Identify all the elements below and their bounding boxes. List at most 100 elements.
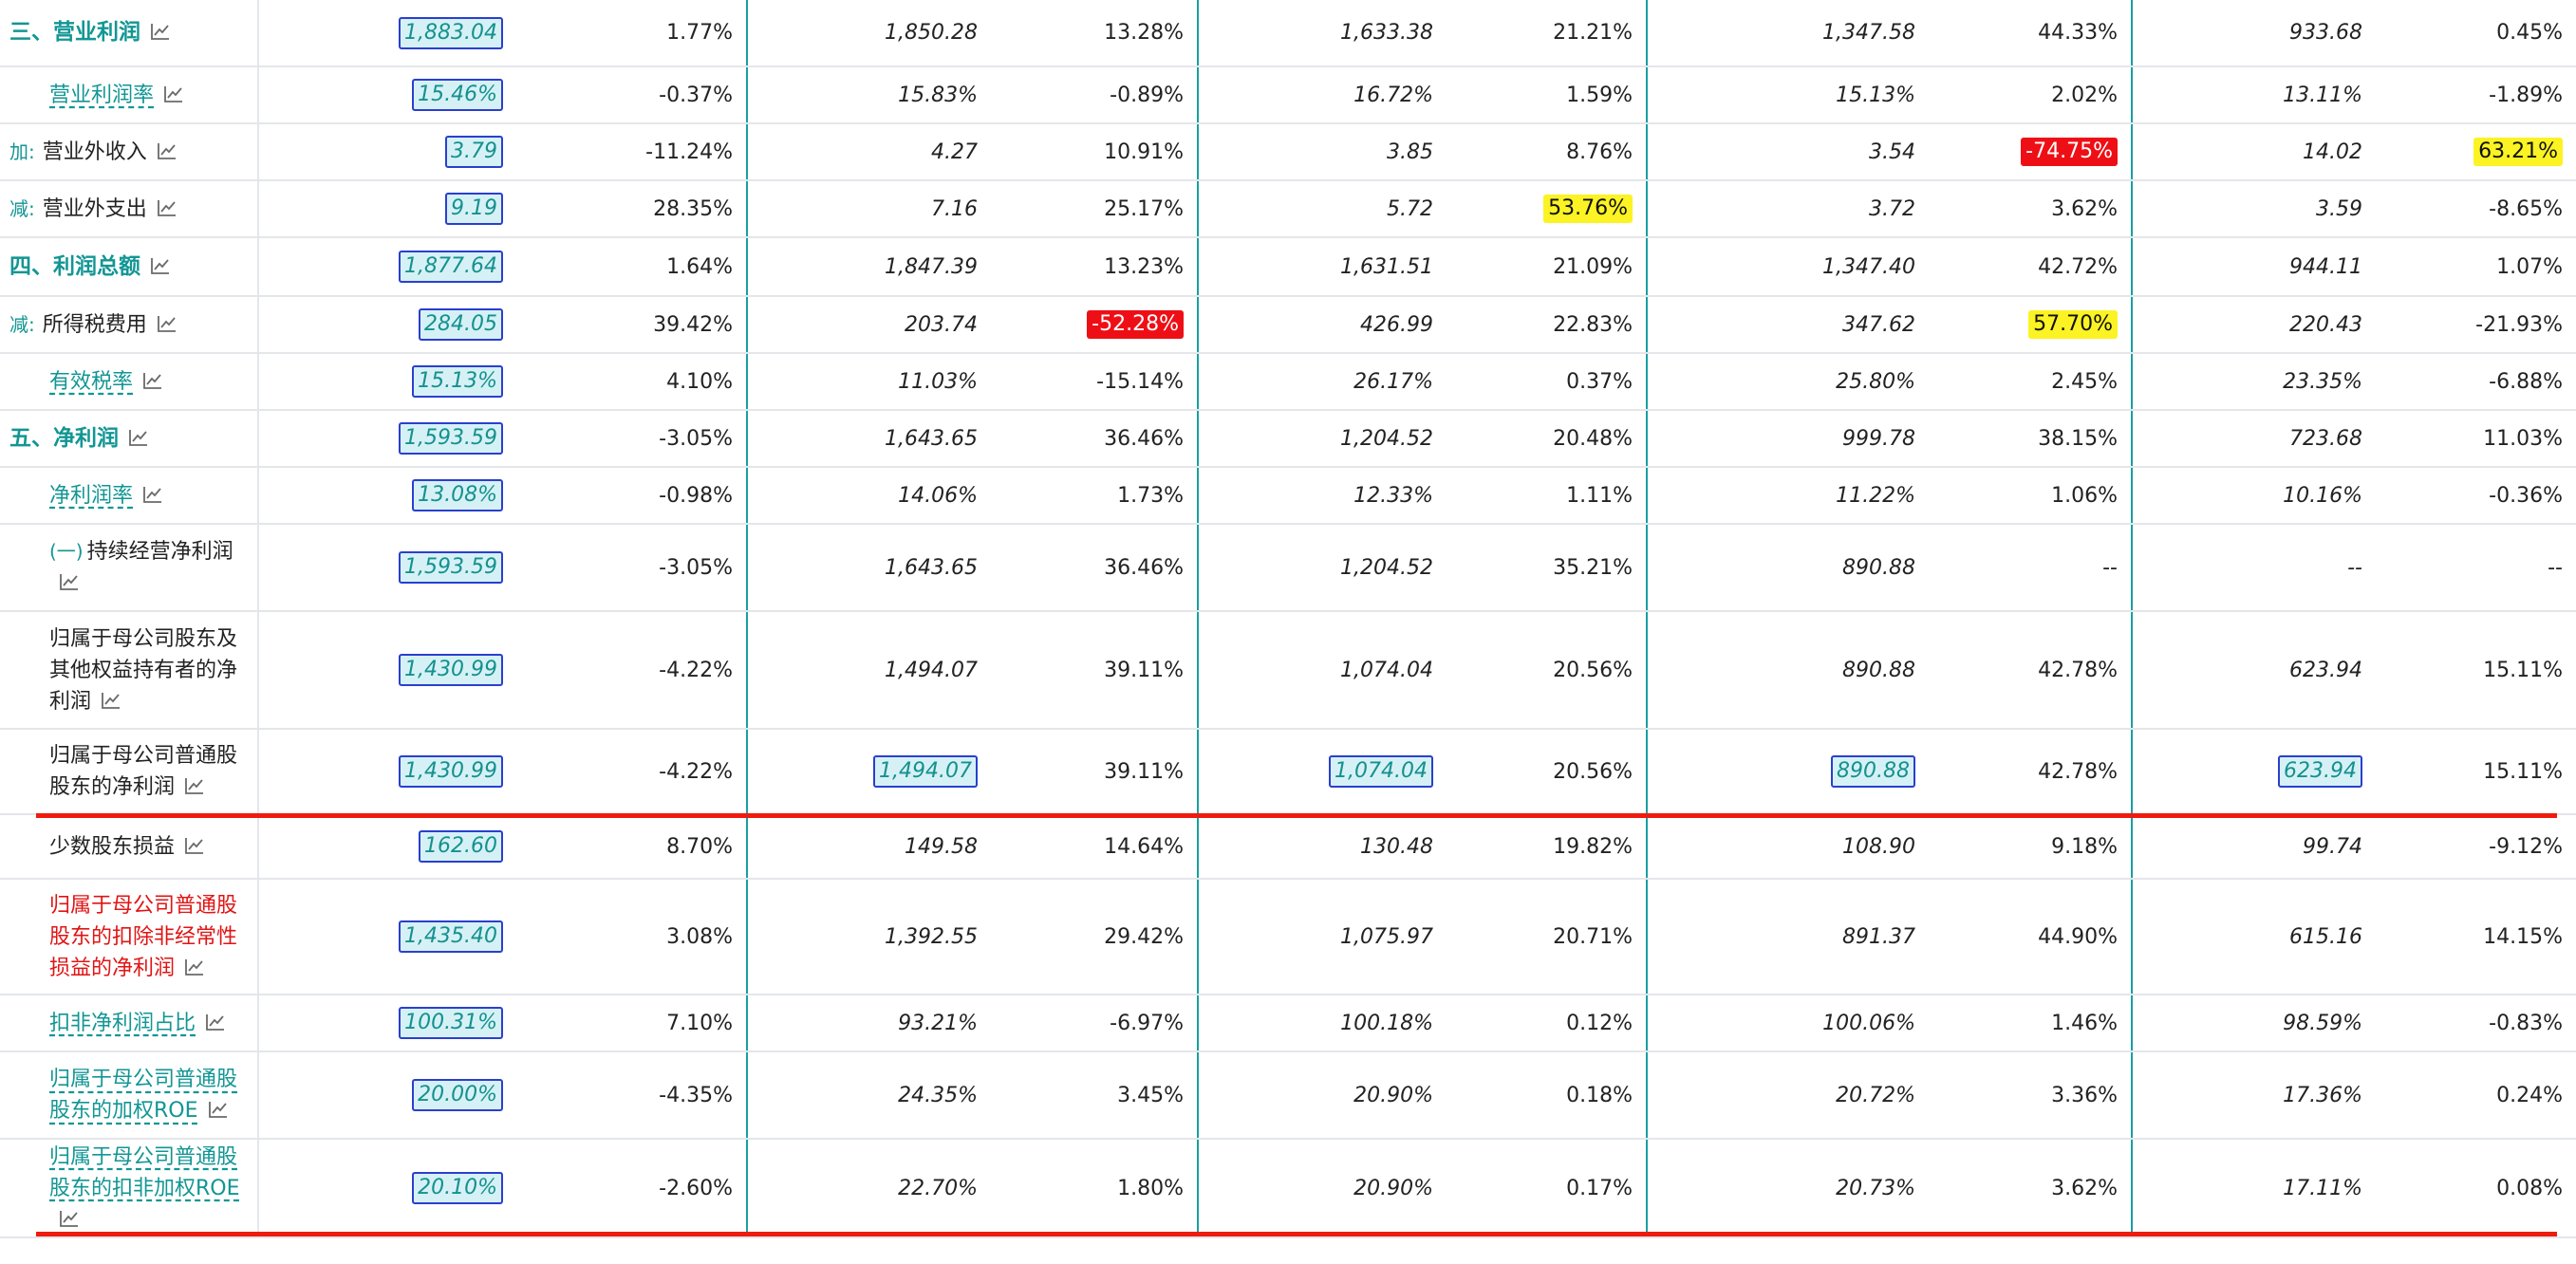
percentage-value: 20.56% [1553, 759, 1633, 784]
value-cell: 100.18% [1197, 994, 1445, 1052]
percentage-value: -3.05% [659, 426, 733, 451]
percentage-value: 44.33% [2038, 21, 2118, 45]
highlighted-value: 63.21% [2473, 138, 2563, 166]
value-cell: 1,847.39 [746, 237, 989, 297]
value-cell: 3.79 [258, 123, 514, 181]
percentage-value: 19.82% [1553, 834, 1633, 859]
amount-value: 1,494.07 [885, 658, 978, 682]
percentage-value: 1.11% [1566, 483, 1633, 508]
amount-value: 15.83% [898, 83, 978, 107]
row-label-cell: 归属于母公司股东及其他权益持有者的净利润 [0, 611, 259, 730]
value-cell: 615.16 [2131, 879, 2374, 995]
highlighted-value: 53.76% [1543, 195, 1633, 223]
trend-chart-icon[interactable] [59, 572, 80, 591]
trend-chart-icon[interactable] [150, 22, 171, 41]
trend-chart-icon[interactable] [101, 691, 121, 710]
percentage-value: 1.06% [2051, 483, 2118, 508]
trend-chart-icon[interactable] [150, 256, 171, 275]
percentage-value: -21.93% [2475, 312, 2563, 337]
row-label[interactable]: 有效税率 [49, 369, 134, 394]
row-label[interactable]: 归属于母公司普通股股东的加权ROE [49, 1068, 238, 1123]
percentage-value: 1.46% [2051, 1011, 2118, 1035]
income-statement-table: 三、营业利润 1,883.04 1.77% 1,850.28 13.28% 1,633.3… [0, 0, 2576, 1238]
trend-chart-icon[interactable] [205, 1013, 226, 1032]
trend-chart-icon[interactable] [157, 141, 177, 160]
trend-chart-icon[interactable] [142, 485, 163, 504]
growth-rate-cell: -4.35% [514, 1051, 747, 1140]
boxed-value: 623.94 [2278, 755, 2362, 788]
percentage-value: 10.91% [1104, 139, 1184, 164]
trend-chart-icon[interactable] [208, 1100, 229, 1119]
boxed-value: 9.19 [445, 193, 503, 225]
percentage-value: 3.62% [2051, 1176, 2118, 1200]
trend-chart-icon[interactable] [157, 314, 177, 333]
percentage-value: -0.36% [2489, 483, 2563, 508]
trend-chart-icon[interactable] [184, 957, 205, 976]
growth-rate-cell: 57.70% [1927, 296, 2132, 354]
growth-rate-cell: -15.14% [989, 353, 1198, 411]
table-row: 归属于母公司普通股股东的扣除非经常性损益的净利润 1,435.40 3.08% 1,3… [0, 879, 2576, 995]
amount-value: 1,347.58 [1822, 21, 1915, 45]
value-cell: 890.88 [1646, 524, 1927, 612]
row-label[interactable]: 扣非净利润占比 [49, 1011, 196, 1035]
amount-value: 20.90% [1353, 1083, 1433, 1107]
value-cell: 284.05 [258, 296, 514, 354]
value-cell: 15.13% [258, 353, 514, 411]
value-cell: 1,850.28 [746, 0, 989, 67]
row-label[interactable]: 净利润率 [49, 483, 134, 508]
value-cell: 130.48 [1197, 814, 1445, 880]
trend-chart-icon[interactable] [142, 371, 163, 390]
value-cell: 203.74 [746, 296, 989, 354]
growth-rate-cell: 1.46% [1927, 994, 2132, 1052]
percentage-value: -6.97% [1110, 1011, 1184, 1035]
trend-chart-icon[interactable] [163, 84, 184, 103]
row-label[interactable]: 营业利润率 [49, 83, 155, 107]
trend-chart-icon[interactable] [184, 836, 205, 855]
amount-value: 1,392.55 [885, 924, 978, 949]
row-label: 四、利润总额 [9, 253, 140, 279]
value-cell: 15.13% [1646, 66, 1927, 124]
table-row: 三、营业利润 1,883.04 1.77% 1,850.28 13.28% 1,633.3… [0, 0, 2576, 67]
growth-rate-cell: 3.62% [1927, 1139, 2132, 1238]
amount-value: 890.88 [1842, 555, 1915, 580]
growth-rate-cell: 20.71% [1445, 879, 1647, 995]
percentage-value: -0.89% [1110, 83, 1184, 107]
growth-rate-cell: 39.42% [514, 296, 747, 354]
amount-value: 17.36% [2283, 1083, 2362, 1107]
value-cell: 20.73% [1646, 1139, 1927, 1238]
growth-rate-cell: 36.46% [989, 410, 1198, 468]
boxed-value: 1,593.59 [399, 422, 503, 455]
amount-value: 7.16 [931, 196, 978, 221]
amount-value: 14.06% [898, 483, 978, 508]
amount-value: 20.73% [1836, 1176, 1915, 1200]
row-label: 所得税费用 [42, 312, 147, 337]
growth-rate-cell: 44.33% [1927, 0, 2132, 67]
row-label-cell: 营业利润率 [0, 66, 259, 124]
percentage-value: 3.36% [2051, 1083, 2118, 1107]
trend-chart-icon[interactable] [157, 198, 177, 217]
percentage-value: -- [2102, 555, 2118, 580]
value-cell: 1,877.64 [258, 237, 514, 297]
percentage-value: -9.12% [2489, 834, 2563, 859]
percentage-value: 20.71% [1553, 924, 1633, 949]
value-cell: 26.17% [1197, 353, 1445, 411]
value-cell: 3.59 [2131, 180, 2374, 238]
red-underline-marker [36, 1232, 2557, 1236]
trend-chart-icon[interactable] [184, 776, 205, 795]
growth-rate-cell: -1.89% [2374, 66, 2576, 124]
row-label[interactable]: 归属于母公司普通股股东的扣非加权ROE [49, 1144, 240, 1200]
trend-chart-icon[interactable] [128, 428, 149, 447]
boxed-value: 1,883.04 [399, 16, 503, 49]
amount-value: 347.62 [1842, 312, 1915, 337]
trend-chart-icon[interactable] [59, 1209, 80, 1228]
percentage-value: 36.46% [1104, 555, 1184, 580]
percentage-value: 42.78% [2038, 759, 2118, 784]
boxed-value: 1,430.99 [399, 654, 503, 686]
percentage-value: 28.35% [653, 196, 733, 221]
table-row: 营业利润率 15.46% -0.37% 15.83% -0.89% 16.72% 1.59%… [0, 66, 2576, 124]
percentage-value: 39.11% [1104, 658, 1184, 682]
percentage-value: 14.15% [2483, 924, 2563, 949]
percentage-value: 14.64% [1104, 834, 1184, 859]
amount-value: 13.11% [2283, 83, 2362, 107]
growth-rate-cell: 0.17% [1445, 1139, 1647, 1238]
